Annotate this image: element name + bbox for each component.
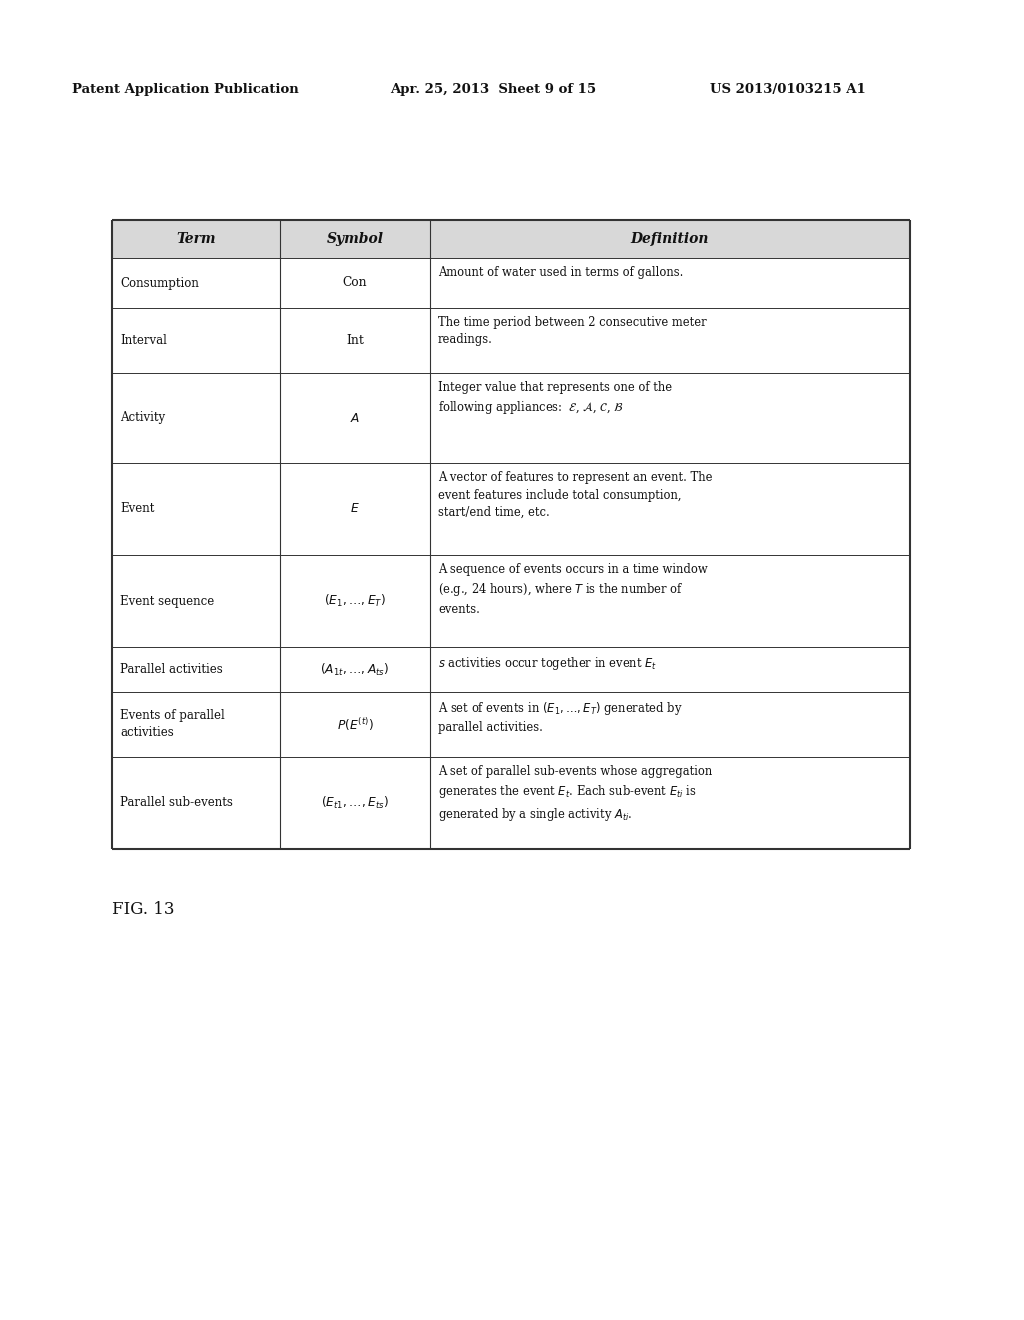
Text: Event sequence: Event sequence — [120, 594, 214, 607]
Text: US 2013/0103215 A1: US 2013/0103215 A1 — [710, 83, 865, 96]
Text: $(A_{1t}, \ldots, A_{ts})$: $(A_{1t}, \ldots, A_{ts})$ — [321, 661, 390, 677]
Text: Activity: Activity — [120, 412, 165, 425]
Text: A set of events in $(E_1, \ldots, E_T)$ generated by
parallel activities.: A set of events in $(E_1, \ldots, E_T)$ … — [438, 700, 682, 734]
Text: Term: Term — [176, 232, 216, 246]
Text: Patent Application Publication: Patent Application Publication — [72, 83, 299, 96]
Text: Interval: Interval — [120, 334, 167, 347]
Text: $E$: $E$ — [350, 503, 359, 516]
Text: FIG. 13: FIG. 13 — [112, 902, 174, 917]
Bar — [112, 220, 910, 257]
Text: A set of parallel sub-events whose aggregation
generates the event $E_t$. Each s: A set of parallel sub-events whose aggre… — [438, 766, 713, 822]
Text: Symbol: Symbol — [327, 232, 384, 246]
Text: Con: Con — [343, 276, 368, 289]
Text: $s$ activities occur together in event $E_t$: $s$ activities occur together in event $… — [438, 655, 657, 672]
Text: $(E_{t1}, \ldots, E_{ts})$: $(E_{t1}, \ldots, E_{ts})$ — [321, 795, 389, 810]
Text: $A$: $A$ — [350, 412, 360, 425]
Text: Events of parallel
activities: Events of parallel activities — [120, 710, 224, 739]
Text: Amount of water used in terms of gallons.: Amount of water used in terms of gallons… — [438, 267, 683, 279]
Text: Event: Event — [120, 503, 155, 516]
Text: Consumption: Consumption — [120, 276, 199, 289]
Text: Apr. 25, 2013  Sheet 9 of 15: Apr. 25, 2013 Sheet 9 of 15 — [390, 83, 596, 96]
Text: Parallel activities: Parallel activities — [120, 663, 223, 676]
Text: A vector of features to represent an event. The
event features include total con: A vector of features to represent an eve… — [438, 471, 713, 519]
Text: A sequence of events occurs in a time window
(e.g., 24 hours), where $T$ is the : A sequence of events occurs in a time wi… — [438, 564, 708, 616]
Text: $P(E^{(t)})$: $P(E^{(t)})$ — [337, 715, 374, 733]
Text: Integer value that represents one of the
following appliances:  $\mathcal{E}$, $: Integer value that represents one of the… — [438, 381, 672, 416]
Text: $(E_1, \ldots, E_T)$: $(E_1, \ldots, E_T)$ — [324, 593, 386, 609]
Text: Int: Int — [346, 334, 364, 347]
Text: Definition: Definition — [631, 232, 710, 246]
Text: The time period between 2 consecutive meter
readings.: The time period between 2 consecutive me… — [438, 315, 707, 346]
Text: Parallel sub-events: Parallel sub-events — [120, 796, 232, 809]
